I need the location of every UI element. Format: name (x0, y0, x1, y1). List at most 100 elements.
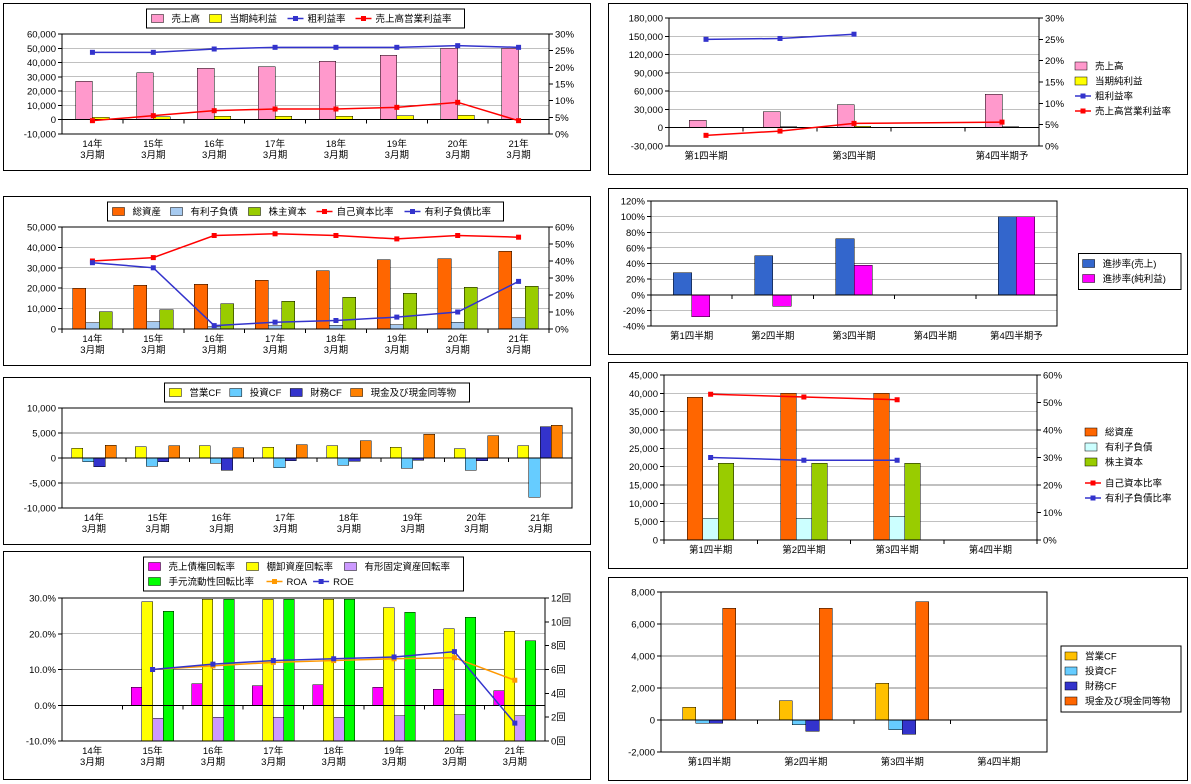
svg-text:3月期: 3月期 (263, 150, 287, 161)
svg-text:第1四半期: 第1四半期 (688, 756, 731, 768)
svg-text:3月期: 3月期 (324, 150, 348, 161)
svg-text:0%: 0% (1043, 536, 1057, 547)
svg-text:50%: 50% (555, 240, 575, 251)
svg-text:第3四半期: 第3四半期 (875, 544, 918, 556)
svg-text:有利子負債比率: 有利子負債比率 (425, 206, 492, 218)
left-axis: -30,000 0 30,000 60,000 90,000 120,000 150,000… (629, 14, 669, 153)
svg-text:株主資本: 株主資本 (1105, 457, 1144, 469)
svg-text:15年: 15年 (143, 333, 164, 345)
svg-text:0%: 0% (1045, 142, 1059, 153)
svg-text:0回: 0回 (551, 737, 566, 748)
svg-text:現金及び現金同等物: 現金及び現金同等物 (371, 387, 457, 399)
svg-text:3月期: 3月期 (506, 150, 530, 161)
svg-text:50,000: 50,000 (27, 223, 56, 234)
svg-text:16年: 16年 (204, 333, 225, 345)
svg-text:0%: 0% (555, 130, 569, 141)
left-axis: -40% -20% 0% 20% 40% 60% 80% 100% 120% (621, 197, 651, 333)
svg-text:20,000: 20,000 (27, 87, 56, 98)
bar-series-投資CF (82, 457, 541, 498)
svg-text:6,000: 6,000 (631, 620, 655, 631)
right-axis: 0% 10% 20% 30% 40% 50% 60% (549, 223, 575, 336)
x-axis-labels: 第1四半期 第2四半期 第3四半期 第4四半期 (688, 756, 1021, 768)
legend: 売上高 当期純利益 粗利益率 売上高営業利益率 (146, 8, 465, 29)
svg-text:40,000: 40,000 (27, 58, 56, 69)
svg-text:30.0%: 30.0% (29, 594, 56, 605)
svg-text:6回: 6回 (551, 665, 566, 676)
svg-text:4,000: 4,000 (631, 652, 655, 663)
svg-text:5,000: 5,000 (32, 429, 56, 440)
svg-text:当期純利益: 当期純利益 (1095, 76, 1143, 88)
svg-text:3月期: 3月期 (528, 524, 552, 535)
bar-series-総資産 (72, 251, 513, 330)
svg-text:10,000: 10,000 (629, 499, 658, 510)
line-series-売上高営業利益率 (703, 119, 1005, 138)
svg-text:30,000: 30,000 (629, 426, 658, 437)
svg-text:総資産: 総資産 (1105, 427, 1134, 439)
svg-text:20.0%: 20.0% (29, 629, 56, 640)
right-axis: 0% 5% 10% 15% 20% 25% 30% (1039, 14, 1065, 153)
svg-text:手元流動性回転比率: 手元流動性回転比率 (169, 576, 255, 588)
svg-text:60%: 60% (626, 243, 646, 254)
svg-text:150,000: 150,000 (629, 32, 663, 43)
svg-text:第4四半期: 第4四半期 (914, 330, 957, 342)
svg-text:第4四半期: 第4四半期 (969, 544, 1012, 556)
category-axis (650, 294, 1058, 299)
svg-text:19年: 19年 (387, 333, 408, 345)
svg-text:180,000: 180,000 (629, 14, 663, 25)
svg-text:19年: 19年 (387, 138, 408, 150)
bar-series-進捗率(売上) (673, 216, 1017, 295)
chart-panel-quarterly-pl: -30,000 0 30,000 60,000 90,000 120,000 150,000… (608, 3, 1188, 175)
chart-panel-annual-cf: -10,000 -5,000 0 5,000 10,000 14年 3月期 15年 3月期 16年… (3, 377, 591, 545)
svg-text:20年: 20年 (444, 745, 465, 757)
svg-text:10回: 10回 (551, 617, 571, 628)
svg-text:30%: 30% (1043, 453, 1063, 464)
svg-text:第1四半期: 第1四半期 (684, 150, 727, 162)
svg-text:8回: 8回 (551, 641, 566, 652)
svg-text:売上債権回転率: 売上債権回転率 (169, 561, 236, 573)
svg-text:17年: 17年 (265, 333, 286, 345)
svg-text:0: 0 (650, 716, 655, 727)
svg-text:45,000: 45,000 (629, 371, 658, 382)
svg-text:16年: 16年 (211, 512, 232, 524)
svg-text:当期純利益: 当期純利益 (230, 13, 278, 25)
svg-text:第1四半期: 第1四半期 (689, 544, 732, 556)
bar-series-財務CF (709, 719, 916, 735)
legend: 営業CF 投資CF 財務CF 現金及び現金同等物 (163, 382, 471, 403)
svg-text:3月期: 3月期 (201, 757, 225, 768)
svg-text:20年: 20年 (448, 138, 469, 150)
svg-text:40,000: 40,000 (629, 389, 658, 400)
svg-text:粗利益率: 粗利益率 (308, 13, 347, 25)
svg-text:第3四半期: 第3四半期 (832, 330, 875, 342)
svg-text:17年: 17年 (265, 138, 286, 150)
svg-text:3月期: 3月期 (322, 757, 346, 768)
q-pl-chart: -30,000 0 30,000 60,000 90,000 120,000 150,000… (629, 14, 1172, 163)
svg-text:19年: 19年 (384, 745, 405, 757)
svg-text:ROA: ROA (287, 577, 308, 588)
bar-series-当期純利益 (92, 115, 536, 120)
svg-text:12回: 12回 (551, 594, 571, 605)
x-axis-labels: 14年3月期15年3月期16年3月期17年3月期18年3月期19年3月期20年3… (80, 745, 527, 768)
svg-text:有利子負債: 有利子負債 (1105, 442, 1153, 454)
gridlines (661, 591, 1047, 753)
chart-panel-annual-bs: 0 10,000 20,000 30,000 40,000 50,000 0% 10% 20% 3… (3, 196, 591, 366)
svg-text:15,000: 15,000 (629, 481, 658, 492)
svg-text:売上高: 売上高 (1095, 61, 1124, 73)
svg-text:19年: 19年 (403, 512, 424, 524)
svg-text:3月期: 3月期 (141, 345, 165, 356)
line-series-有利子負債比率 (708, 455, 900, 463)
svg-text:20%: 20% (1043, 481, 1063, 492)
svg-text:3月期: 3月期 (385, 345, 409, 356)
left-axis: 0 5,000 10,000 15,000 20,000 25,000 30,000 35,0… (629, 371, 664, 547)
svg-text:投資CF: 投資CF (1085, 666, 1117, 678)
svg-text:3月期: 3月期 (145, 524, 169, 535)
bar-series-有利子負債 (702, 515, 906, 541)
bar-series-進捗率(純利益) (691, 216, 1035, 317)
svg-text:30%: 30% (555, 30, 575, 41)
svg-text:-10,000: -10,000 (24, 504, 56, 515)
svg-text:20,000: 20,000 (629, 462, 658, 473)
svg-text:現金及び現金同等物: 現金及び現金同等物 (1085, 696, 1171, 708)
svg-text:0%: 0% (555, 325, 569, 336)
line-series-自己資本比率 (708, 391, 900, 403)
svg-text:14年: 14年 (82, 138, 103, 150)
